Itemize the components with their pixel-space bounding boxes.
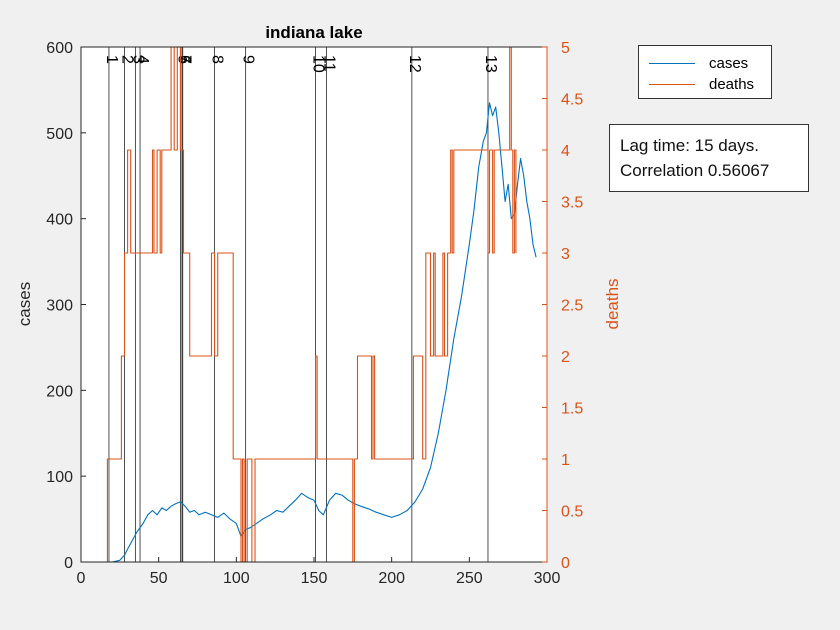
legend-label-cases: cases: [709, 54, 749, 72]
annotation-box: Lag time: 15 days. Correlation 0.56067: [609, 124, 809, 192]
chart-title: indiana lake: [265, 23, 362, 42]
event-label-1: 1: [103, 55, 120, 64]
x-tick-label: 200: [378, 570, 405, 587]
annotation-correlation: Correlation 0.56067: [620, 161, 770, 180]
y2-tick-label: 4: [561, 143, 570, 160]
legend-entry-cases: cases: [649, 54, 748, 72]
event-label-10: 10: [310, 55, 327, 73]
event-label-4: 4: [134, 55, 151, 64]
x-tick-label: 300: [534, 570, 561, 587]
y2-tick-label: 5: [561, 40, 570, 57]
y2-tick-label: 0.5: [561, 504, 583, 521]
event-label-13: 13: [482, 55, 499, 73]
x-tick-label: 50: [150, 570, 168, 587]
legend: cases deaths: [638, 45, 772, 99]
event-label-12: 12: [406, 55, 423, 73]
event-label-8: 8: [209, 55, 226, 64]
x-tick-label: 150: [301, 570, 328, 587]
legend-entry-deaths: deaths: [649, 75, 754, 93]
x-tick-label: 0: [77, 570, 86, 587]
y2-tick-label: 0: [561, 555, 570, 572]
y2-tick-label: 1: [561, 452, 570, 469]
legend-swatch-deaths: [649, 83, 695, 85]
y-tick-label: 600: [46, 40, 73, 57]
y-tick-label: 500: [46, 126, 73, 143]
series-line-deaths: [105, 46, 517, 563]
plot-area: [81, 47, 547, 562]
y-tick-label: 100: [46, 469, 73, 486]
y-tick-label: 300: [46, 298, 73, 315]
legend-swatch-cases: [649, 62, 695, 64]
y-tick-label: 200: [46, 383, 73, 400]
event-label-9: 9: [240, 55, 257, 64]
y-axis-label: cases: [15, 282, 34, 326]
x-tick-label: 100: [223, 570, 250, 587]
y2-tick-label: 1.5: [561, 401, 583, 418]
y2-tick-label: 2.5: [561, 298, 583, 315]
event-label-6: 6: [176, 55, 193, 64]
y-tick-label: 0: [64, 555, 73, 572]
y2-tick-label: 2: [561, 349, 570, 366]
event-label-3: 3: [129, 55, 146, 64]
event-label-7: 7: [177, 55, 194, 64]
y2-axis-label: deaths: [603, 278, 622, 329]
y2-tick-label: 4.5: [561, 92, 583, 109]
event-label-2: 2: [118, 55, 135, 64]
y2-tick-label: 3.5: [561, 195, 583, 212]
event-label-11: 11: [320, 55, 337, 72]
x-tick-label: 250: [456, 570, 483, 587]
series-line-cases: [111, 102, 537, 563]
y2-tick-label: 3: [561, 246, 570, 263]
annotation-lag-time: Lag time: 15 days.: [620, 136, 759, 155]
legend-label-deaths: deaths: [709, 75, 755, 93]
y-tick-label: 400: [46, 212, 73, 229]
